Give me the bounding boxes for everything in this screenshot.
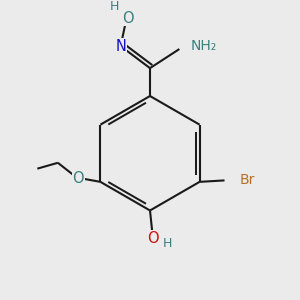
Text: Br: Br	[239, 173, 255, 188]
Text: O: O	[147, 231, 159, 246]
Text: NH₂: NH₂	[191, 39, 217, 53]
Text: N: N	[115, 39, 126, 54]
Text: H: H	[110, 0, 119, 13]
Text: O: O	[122, 11, 134, 26]
Text: O: O	[73, 171, 84, 186]
Text: H: H	[163, 237, 172, 250]
